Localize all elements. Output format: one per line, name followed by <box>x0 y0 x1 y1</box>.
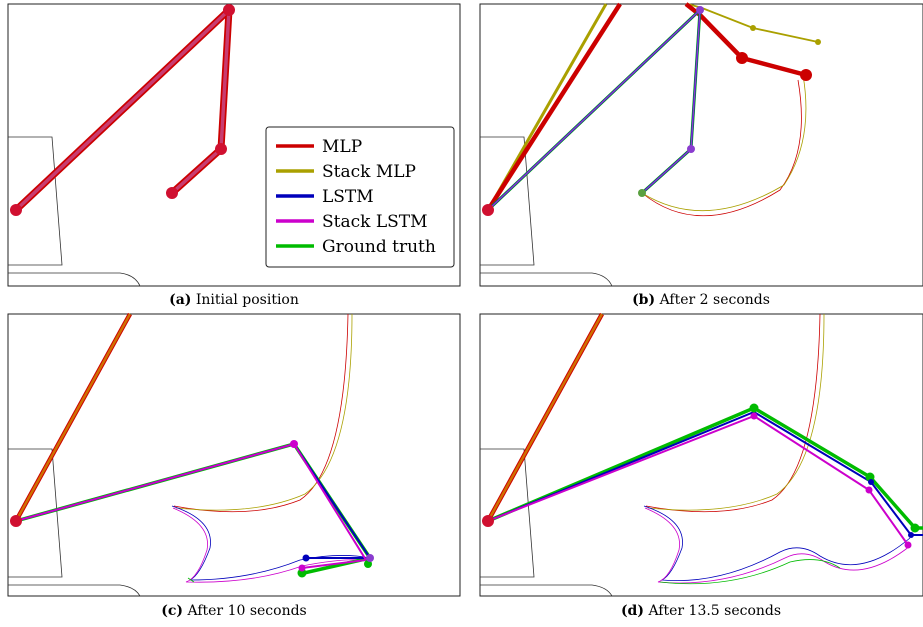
lstm-joint-1 <box>696 6 704 14</box>
base-joint <box>482 204 494 216</box>
panel-b-caption: (b) After 2 seconds <box>632 292 770 308</box>
stack-lstm-tip <box>298 564 306 572</box>
legend-box <box>265 126 455 268</box>
joint-1 <box>223 4 235 16</box>
joint-2 <box>366 554 374 562</box>
panel-d-frame <box>479 313 923 597</box>
legend-item-stack-mlp: Stack MLP <box>276 162 416 182</box>
gt-tip <box>910 523 920 533</box>
joint-tip <box>166 187 178 199</box>
panel-a-frame <box>7 3 461 287</box>
panel-b-scene <box>480 136 613 287</box>
legend-item-lstm: LSTM <box>276 187 374 207</box>
panel-b-frame <box>479 3 923 287</box>
stack-lstm-tip <box>904 541 912 549</box>
panel-c-arms <box>10 312 374 578</box>
panel-a-scene <box>8 136 141 287</box>
lstm-tip <box>908 532 914 538</box>
panel-b-arms <box>482 2 821 216</box>
mlp-joint <box>736 52 748 64</box>
panel-c-frame <box>7 313 461 597</box>
lstm-joint-2 <box>868 479 874 485</box>
mlp-tip <box>800 69 812 81</box>
joint-2 <box>215 143 227 155</box>
legend-label: Stack MLP <box>322 162 416 182</box>
gt-joint-2 <box>865 472 875 482</box>
legend-item-mlp: MLP <box>276 137 362 157</box>
legend-label: LSTM <box>322 187 374 207</box>
legend-item-ground-truth: Ground truth <box>276 237 436 257</box>
stack-mlp-tip <box>815 39 821 45</box>
base-joint <box>482 515 494 527</box>
panel-b: (b) After 2 seconds <box>479 2 923 308</box>
legend-label: MLP <box>322 137 362 157</box>
joint-1 <box>290 440 298 448</box>
stack-lstm-joint-2 <box>865 486 873 494</box>
legend-item-stack-lstm: Stack LSTM <box>276 212 428 232</box>
panel-c-caption: (c) After 10 seconds <box>161 603 307 619</box>
stack-lstm-joint-1 <box>750 412 758 420</box>
gt-joint-1 <box>749 403 759 413</box>
panel-d-caption: (d) After 13.5 seconds <box>621 603 781 619</box>
base-joint <box>10 515 22 527</box>
joint-base <box>10 204 22 216</box>
panel-d-arms <box>482 312 923 549</box>
panel-c-trajectories <box>171 313 371 583</box>
panel-c-scene <box>8 448 141 597</box>
lstm-joint-2 <box>687 145 695 153</box>
stack-mlp-joint <box>750 25 756 31</box>
panel-d-trajectories <box>643 313 911 585</box>
panel-b-trajectories <box>641 74 807 217</box>
panel-d-scene <box>480 448 613 597</box>
legend: MLP Stack MLP LSTM Stack LSTM Ground tru… <box>265 126 455 268</box>
panel-a-arm <box>10 4 235 216</box>
lstm-tip <box>638 189 646 197</box>
legend-label: Ground truth <box>322 237 436 257</box>
lstm-tip <box>302 554 310 562</box>
panel-a: MLP Stack MLP LSTM Stack LSTM Ground tru… <box>7 3 461 308</box>
panel-a-caption: (a) Initial position <box>169 292 299 308</box>
gt-tip <box>297 568 307 578</box>
legend-label: Stack LSTM <box>322 212 428 232</box>
panel-d: (d) After 13.5 seconds <box>479 312 923 619</box>
panel-c: (c) After 10 seconds <box>7 312 461 619</box>
